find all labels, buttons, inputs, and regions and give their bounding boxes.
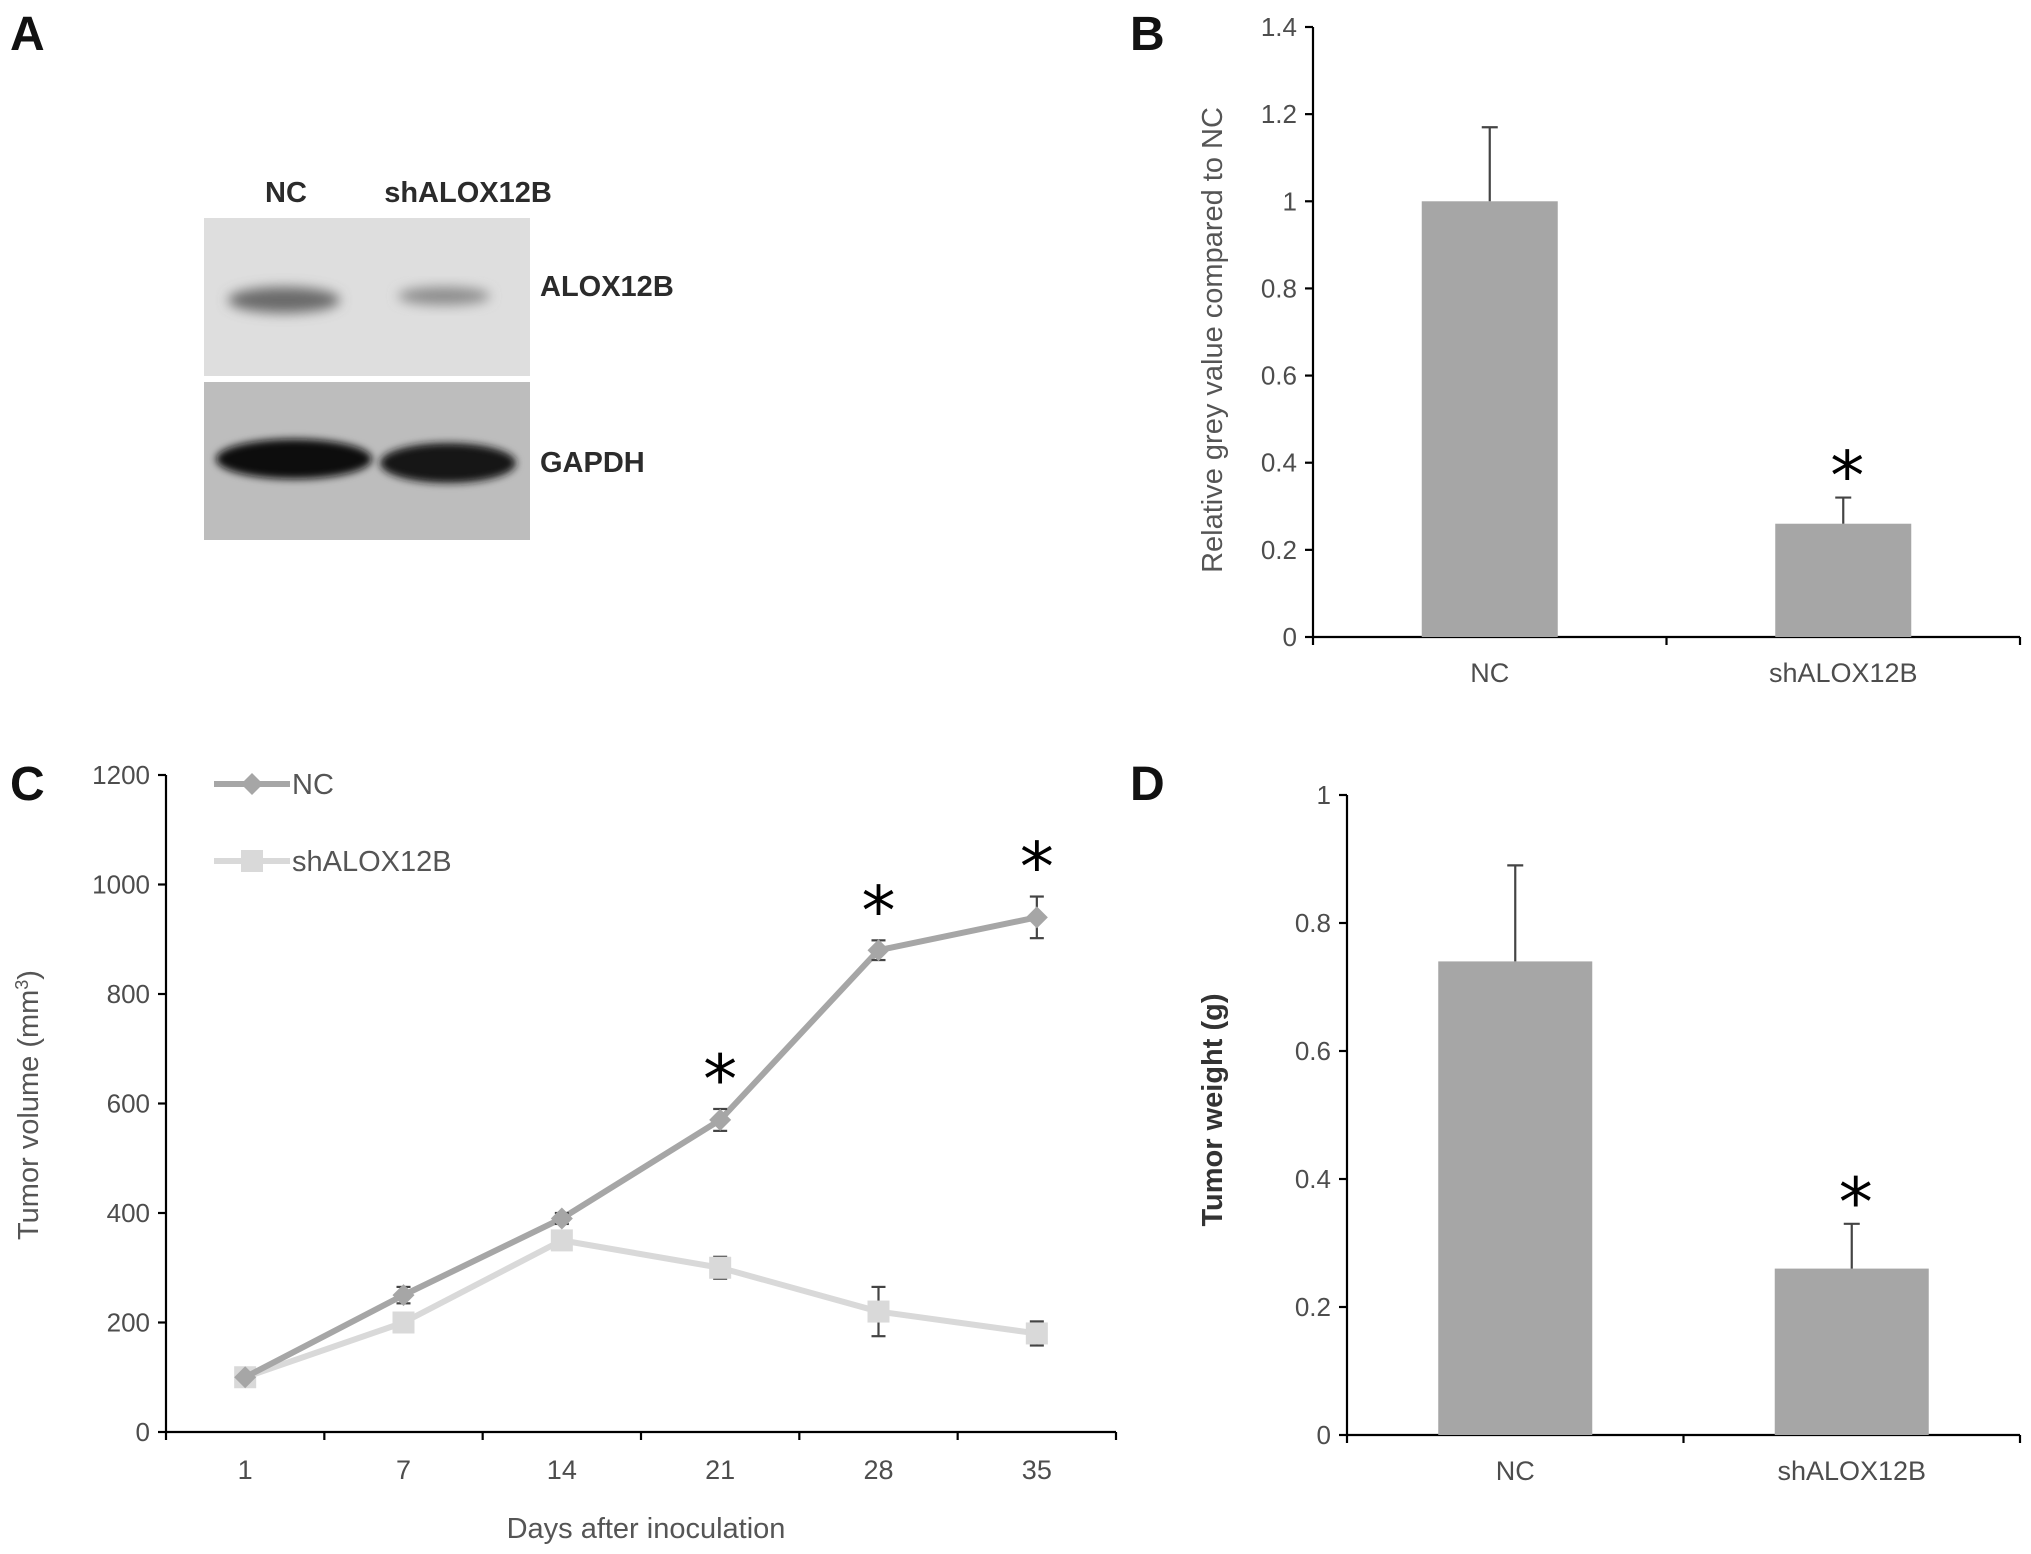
panel-c-xtick-label: 7 <box>396 1455 411 1485</box>
panel-c-point-sh <box>1025 1322 1048 1345</box>
legend-item-nc: NC <box>214 769 334 801</box>
panel-c-series-line-sh <box>244 1237 1038 1381</box>
panel-d-ylabel: Tumor weight (g) <box>1197 993 1229 1226</box>
panel-d-ytick-label: 0.6 <box>1295 1036 1331 1066</box>
panel-c-significance-marker: * <box>703 1041 737 1120</box>
panel-c-significance-marker: * <box>862 872 896 951</box>
band-alox12b-sh <box>398 287 490 305</box>
panel-c-point-nc <box>1025 906 1048 929</box>
panel-d-ytick-label: 0 <box>1317 1420 1331 1450</box>
panel-c-xtick-label: 1 <box>238 1455 253 1485</box>
panel-d-category-label: shALOX12B <box>1777 1456 1926 1486</box>
panel-c-point-sh <box>709 1256 732 1279</box>
panel-c-xlabel: Days after inoculation <box>507 1513 786 1545</box>
band-gapdh-nc <box>216 439 372 479</box>
panel-c-point-sh <box>550 1229 573 1252</box>
western-blot: NC shALOX12B ALOX12B GAPDH <box>204 177 674 540</box>
band-alox12b-nc <box>228 287 340 313</box>
panel-d-ytick-label: 0.8 <box>1295 908 1331 938</box>
panel-b-ylabel: Relative grey value compared to NC <box>1197 107 1229 573</box>
panel-b-ytick-label: 0.2 <box>1261 535 1297 565</box>
panel-d-category-label: NC <box>1496 1456 1535 1486</box>
panel-c-ylabel-main: Tumor volume (mm <box>13 990 45 1240</box>
panel-c-ytick-label: 400 <box>107 1198 150 1228</box>
panel-b-ytick-label: 1.4 <box>1261 12 1297 42</box>
panel-c-xtick-label: 21 <box>705 1455 735 1485</box>
panel-d-chart: Tumor weight (g) 0 0.2 0.4 0.6 0.8 1 NC shALOX1… <box>1197 780 2022 1486</box>
panel-b-ytick-label: 0.4 <box>1261 448 1297 478</box>
panel-c-ytick-label: 1000 <box>92 870 150 900</box>
panel-c-xtick-label: 35 <box>1022 1455 1052 1485</box>
blot-band-label-gapdh: GAPDH <box>540 447 645 479</box>
panel-c-ytick-label: 600 <box>107 1089 150 1119</box>
panel-c-series-line-nc <box>243 914 1038 1380</box>
panel-c-letter: C <box>10 758 45 811</box>
panel-a-letter: A <box>10 8 45 61</box>
panel-d-significance-marker: * <box>1839 1164 1873 1243</box>
blot-band-label-alox12b: ALOX12B <box>540 271 674 303</box>
panel-c-point-nc <box>867 939 890 962</box>
panel-c-xtick-label: 28 <box>863 1455 893 1485</box>
panel-c-ylabel-sup: 3 <box>12 980 32 990</box>
panel-c-point-sh <box>867 1300 890 1323</box>
legend-label-nc: NC <box>292 769 334 801</box>
panel-c-ylabel-end: ) <box>13 970 45 980</box>
panel-b-ytick-label: 0 <box>1283 622 1297 652</box>
panel-c-point-nc <box>392 1284 415 1307</box>
panel-c-ylabel: Tumor volume (mm3) <box>12 970 45 1240</box>
legend-label-sh: shALOX12B <box>292 846 452 878</box>
panel-c-point-nc <box>234 1366 257 1389</box>
panel-b-category-label: shALOX12B <box>1769 658 1918 688</box>
panel-b-category-label: NC <box>1470 658 1509 688</box>
panel-b-chart: Relative grey value compared to NC 0 0.2 0… <box>1197 12 2022 688</box>
panel-c-ytick-label: 0 <box>136 1417 150 1447</box>
blot-lane-label-nc: NC <box>265 177 307 209</box>
panel-b-letter: B <box>1130 8 1165 61</box>
panel-c-xtick-label: 14 <box>547 1455 577 1485</box>
band-gapdh-sh <box>380 443 516 483</box>
panel-c-ytick-label: 200 <box>107 1308 150 1338</box>
panel-d-letter: D <box>1130 758 1165 811</box>
panel-c-ytick-label: 800 <box>107 979 150 1009</box>
panel-c-point-nc <box>550 1207 573 1230</box>
panel-b-bar <box>1421 201 1558 638</box>
panel-c-significance-marker: * <box>1020 829 1054 908</box>
panel-d-ytick-label: 0.4 <box>1295 1164 1331 1194</box>
legend-marker-nc <box>241 773 263 795</box>
blot-lane-label-sh: shALOX12B <box>384 177 552 209</box>
legend-marker-sh <box>241 850 263 872</box>
panel-b-ytick-label: 0.6 <box>1261 361 1297 391</box>
panel-b-ytick-label: 1.2 <box>1261 99 1297 129</box>
panel-d-bar <box>1774 1268 1929 1435</box>
panel-b-ytick-label: 1 <box>1283 186 1297 216</box>
panel-b-ytick-label: 0.8 <box>1261 273 1297 303</box>
panel-c-ytick-label: 1200 <box>92 760 150 790</box>
panel-d-bar <box>1438 961 1593 1435</box>
panel-b-significance-marker: * <box>1830 438 1864 517</box>
legend-item-sh: shALOX12B <box>214 846 452 878</box>
panel-b-bar <box>1775 523 1912 637</box>
panel-d-ytick-label: 0.2 <box>1295 1292 1331 1322</box>
panel-c-point-nc <box>709 1108 732 1131</box>
panel-d-ytick-label: 1 <box>1317 780 1331 810</box>
panel-c-chart: Tumor volume (mm3) Days after inoculatio… <box>12 760 1118 1545</box>
panel-c-point-sh <box>392 1311 415 1334</box>
